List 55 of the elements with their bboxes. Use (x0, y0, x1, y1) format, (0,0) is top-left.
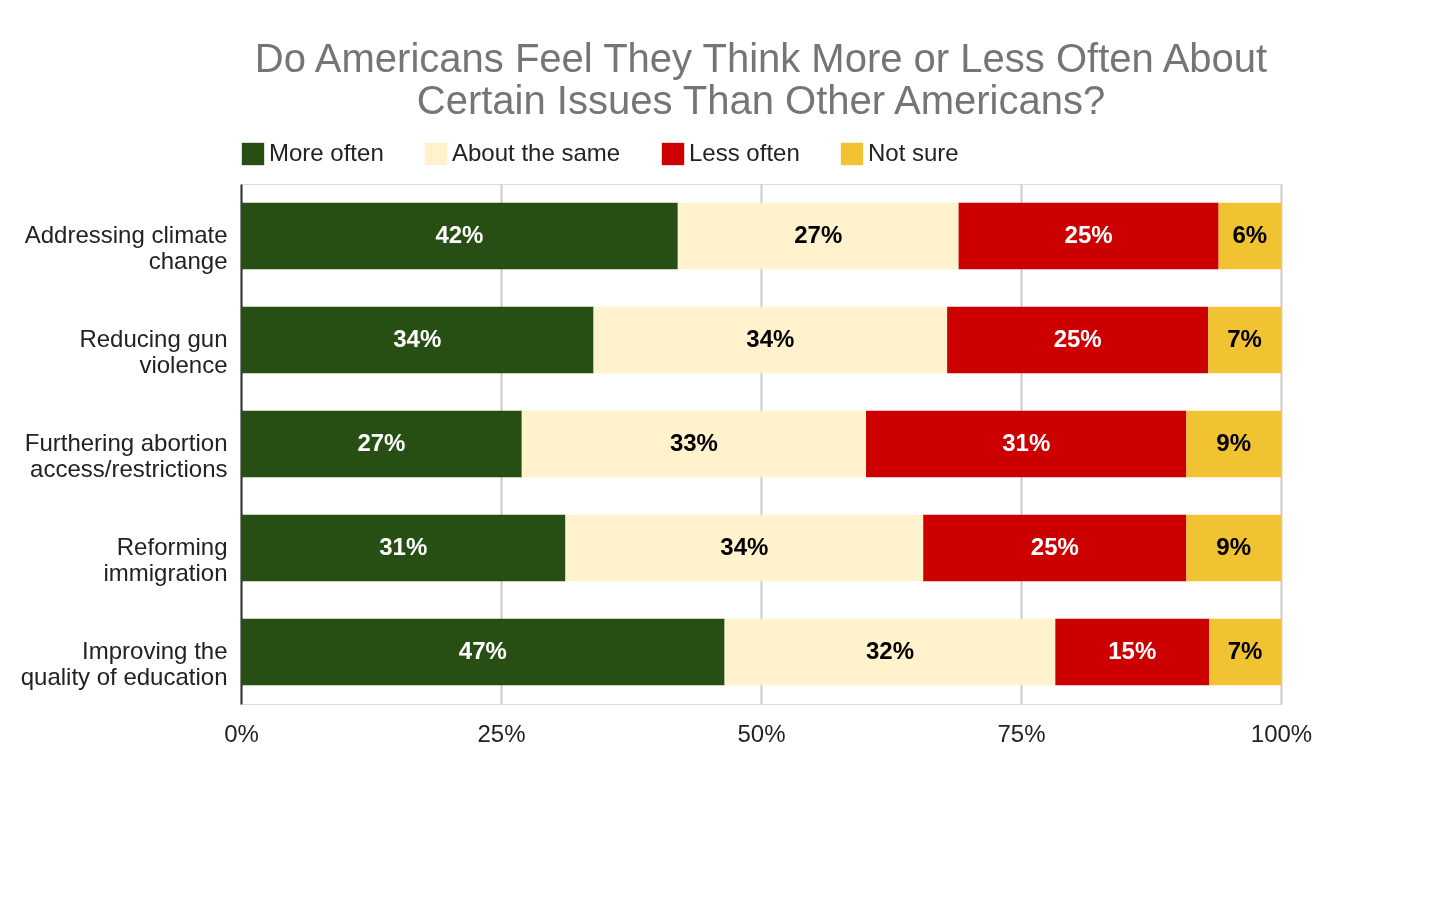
bar (241, 618, 725, 686)
bar (241, 410, 522, 478)
bar (958, 202, 1219, 270)
data-label: 25% (1030, 533, 1079, 560)
bar (593, 306, 948, 374)
data-label: 6% (1232, 221, 1268, 248)
legend-label: Not sure (868, 139, 959, 166)
y-tick-label: Reforming immigration (103, 533, 228, 586)
data-label: 31% (379, 533, 428, 560)
data-label: 25% (1053, 325, 1102, 352)
y-tick-label: Improving the quality of education (20, 637, 228, 690)
data-label: 42% (435, 221, 484, 248)
bar (947, 306, 1209, 374)
legend-label: More often (269, 139, 384, 166)
bar (1186, 514, 1281, 582)
bar (241, 202, 678, 270)
data-label: 27% (794, 221, 843, 248)
chart-title: Do Americans Feel They Think More or Less Often About Certain Issues Than Other Americans? (254, 36, 1268, 122)
bar (866, 410, 1187, 478)
bar (1055, 618, 1210, 686)
x-tick-label: 50% (737, 719, 786, 747)
data-label: 9% (1216, 533, 1252, 560)
x-tick-label: 100% (1250, 719, 1313, 747)
data-label: 25% (1064, 221, 1113, 248)
legend-label: Less often (689, 139, 800, 166)
data-label: 34% (746, 325, 795, 352)
data-label: 47% (458, 637, 507, 664)
bar (241, 514, 566, 582)
bar (724, 618, 1056, 686)
bar (1209, 618, 1281, 686)
bar (521, 410, 867, 478)
bar (1208, 306, 1281, 374)
data-label: 9% (1216, 429, 1252, 456)
y-tick-label: Addressing climate change (24, 221, 228, 274)
data-label: 27% (357, 429, 406, 456)
y-tick-label: Furthering abortion access/restrictions (24, 429, 228, 482)
bar (241, 306, 594, 374)
data-label: 31% (1002, 429, 1051, 456)
bar (1186, 410, 1281, 478)
data-label: 7% (1227, 637, 1263, 664)
bar (923, 514, 1187, 582)
data-label: 7% (1227, 325, 1262, 352)
x-tick-label: 0% (224, 719, 259, 747)
data-label: 34% (720, 533, 769, 560)
x-tick-label: 75% (997, 719, 1046, 747)
bar (565, 514, 924, 582)
y-tick-label: Reducing gun violence (79, 325, 228, 378)
data-label: 15% (1108, 637, 1157, 664)
bar (677, 202, 959, 270)
legend-label: About the same (452, 139, 621, 166)
x-tick-label: 25% (477, 719, 526, 747)
data-label: 32% (865, 637, 914, 664)
data-label: 33% (669, 429, 718, 456)
bar (1218, 202, 1281, 270)
data-label: 34% (393, 325, 442, 352)
